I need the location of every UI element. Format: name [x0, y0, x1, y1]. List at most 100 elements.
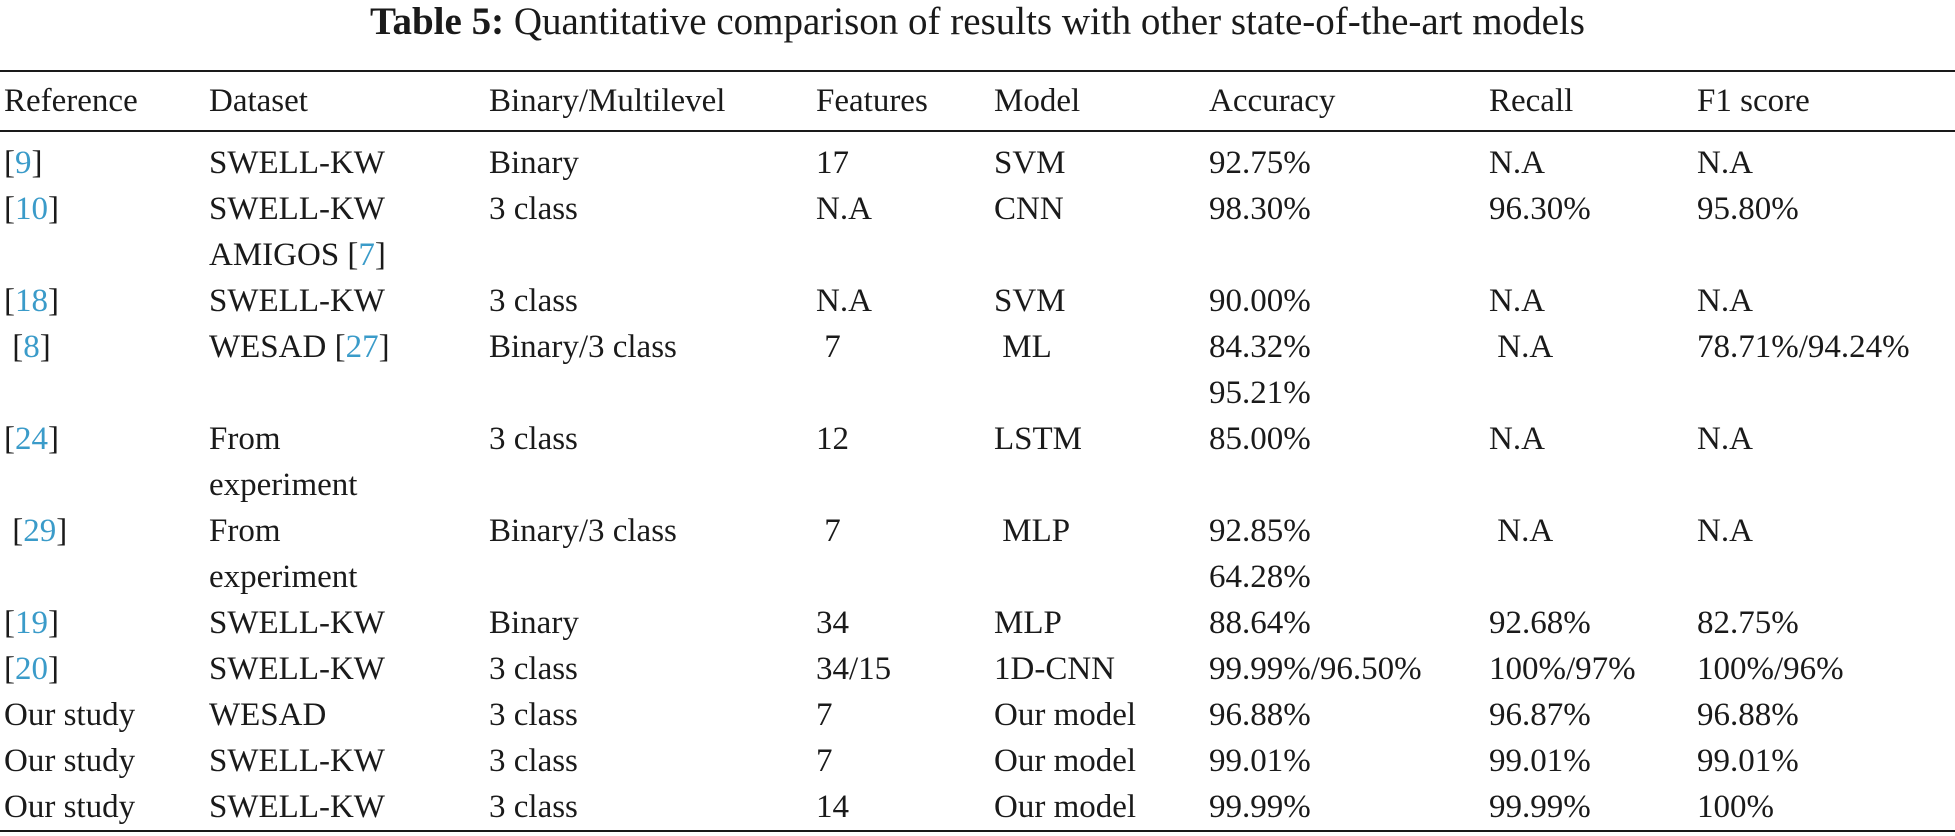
dataset-line: SWELL-KW: [209, 283, 385, 319]
dataset-line: WESAD: [209, 697, 327, 733]
cell-recall: 99.99%: [1489, 789, 1591, 825]
reference-suffix: ]: [48, 421, 59, 457]
cell-recall: 99.01%: [1489, 743, 1591, 779]
dataset-line: experiment: [209, 467, 358, 503]
cell-recall: 92.68%: [1489, 605, 1591, 641]
cell-model: SVM: [994, 145, 1066, 181]
cell-dataset: SWELL-KW: [205, 784, 485, 831]
reference-prefix: [: [4, 329, 24, 365]
cell-dataset: SWELL-KW: [205, 278, 485, 324]
reference-prefix: Our study: [4, 743, 136, 779]
dataset-line: SWELL-KW: [209, 145, 385, 181]
header-features: Features: [816, 82, 928, 119]
comparison-table-container: Reference Dataset Binary/Multilevel Feat…: [0, 70, 1955, 832]
cell-accuracy: 98.30%: [1205, 186, 1485, 278]
citation-link[interactable]: 7: [358, 237, 375, 273]
cell-accuracy: 99.99%/96.50%: [1205, 646, 1485, 692]
cell-dataset: From experiment: [205, 416, 485, 508]
citation-link[interactable]: 27: [345, 329, 379, 365]
dataset-line: SWELL-KW: [209, 743, 385, 779]
reference-link[interactable]: 19: [15, 605, 48, 641]
accuracy-line: 99.99%/96.50%: [1209, 651, 1422, 687]
accuracy-line: 84.32%: [1209, 329, 1311, 365]
reference-link[interactable]: 8: [23, 329, 40, 365]
dataset-line: SWELL-KW: [209, 789, 385, 825]
cell-model: MLP: [994, 513, 1071, 549]
accuracy-line: 90.00%: [1209, 283, 1311, 319]
cell-binary-multilevel: 3 class: [489, 191, 578, 227]
reference-prefix: [: [4, 145, 15, 181]
cell-model: LSTM: [994, 421, 1083, 457]
cell-features: N.A: [816, 191, 872, 227]
header-recall: Recall: [1489, 82, 1574, 119]
cell-reference: [8]: [0, 324, 205, 416]
cell-features: N.A: [816, 283, 872, 319]
dataset-line: AMIGOS [7]: [209, 232, 485, 278]
cell-accuracy: 92.85% 64.28%: [1205, 508, 1485, 600]
cell-dataset: SWELL-KW AMIGOS [7]: [205, 186, 485, 278]
dataset-text: WESAD [: [209, 329, 346, 365]
header-f1-score: F1 score: [1697, 82, 1810, 119]
cell-features: 34: [816, 605, 849, 641]
accuracy-line: 88.64%: [1209, 605, 1311, 641]
table-row: [10] SWELL-KW AMIGOS [7] 3 class N.A CNN 98.30…: [0, 186, 1955, 278]
cell-recall: N.A: [1489, 513, 1554, 549]
header-dataset: Dataset: [209, 82, 308, 119]
reference-link[interactable]: 29: [23, 513, 57, 549]
cell-binary-multilevel: Binary/3 class: [489, 329, 677, 365]
dataset-line: From: [209, 421, 281, 457]
accuracy-line: 95.21%: [1209, 375, 1311, 411]
dataset-text: AMIGOS [: [209, 237, 359, 273]
dataset-text: ]: [378, 329, 390, 365]
cell-recall: N.A: [1489, 421, 1545, 457]
reference-link[interactable]: 20: [15, 651, 48, 687]
cell-f1-score: 100%: [1697, 789, 1774, 825]
table-row: [19] SWELL-KW Binary 34 MLP 88.64% 92.68% 82.75…: [0, 600, 1955, 646]
cell-model: Our model: [994, 789, 1137, 825]
reference-prefix: [: [4, 605, 15, 641]
reference-link[interactable]: 9: [15, 145, 32, 181]
reference-suffix: ]: [31, 145, 43, 181]
cell-f1-score: N.A: [1697, 145, 1753, 181]
cell-reference: Our study: [0, 738, 205, 784]
reference-prefix: Our study: [4, 697, 136, 733]
accuracy-line: 64.28%: [1209, 559, 1311, 595]
cell-dataset: SWELL-KW: [205, 646, 485, 692]
reference-suffix: ]: [48, 191, 59, 227]
table-row: [29] From experiment Binary/3 class 7 MLP 92…: [0, 508, 1955, 600]
dataset-line: experiment: [209, 559, 358, 595]
cell-model: ML: [994, 329, 1052, 365]
cell-binary-multilevel: 3 class: [489, 421, 578, 457]
cell-recall: 96.30%: [1489, 191, 1591, 227]
table-body: [9] SWELL-KW Binary 17 SVM 92.75% N.A N.A [10] SW…: [0, 131, 1955, 831]
cell-dataset: SWELL-KW: [205, 131, 485, 186]
reference-suffix: ]: [48, 651, 59, 687]
reference-prefix: [: [4, 283, 15, 319]
accuracy-line: 85.00%: [1209, 421, 1311, 457]
reference-link[interactable]: 10: [15, 191, 48, 227]
cell-accuracy: 99.01%: [1205, 738, 1485, 784]
cell-accuracy: 90.00%: [1205, 278, 1485, 324]
dataset-line: From: [209, 513, 281, 549]
reference-prefix: [: [4, 513, 24, 549]
dataset-line: SWELL-KW: [209, 605, 385, 641]
cell-features: 7: [816, 697, 833, 733]
cell-binary-multilevel: Binary: [489, 605, 579, 641]
cell-recall: N.A: [1489, 329, 1554, 365]
dataset-line: WESAD [27]: [209, 324, 485, 370]
cell-reference: [9]: [0, 131, 205, 186]
cell-features: 7: [816, 743, 833, 779]
accuracy-line: 92.85%: [1209, 513, 1311, 549]
reference-prefix: Our study: [4, 789, 136, 825]
cell-model: Our model: [994, 697, 1137, 733]
table-caption: Table 5: Quantitative comparison of resu…: [0, 0, 1955, 44]
table-row: Our study SWELL-KW 3 class 14 Our model 99.99…: [0, 784, 1955, 831]
table-row: [18] SWELL-KW 3 class N.A SVM 90.00% N.A N.A: [0, 278, 1955, 324]
cell-features: 17: [816, 145, 849, 181]
reference-link[interactable]: 24: [15, 421, 48, 457]
reference-link[interactable]: 18: [15, 283, 48, 319]
cell-binary-multilevel: 3 class: [489, 743, 578, 779]
accuracy-line: 99.01%: [1209, 743, 1311, 779]
cell-features: 34/15: [816, 651, 892, 687]
table-caption-text: Quantitative comparison of results with …: [513, 0, 1585, 43]
